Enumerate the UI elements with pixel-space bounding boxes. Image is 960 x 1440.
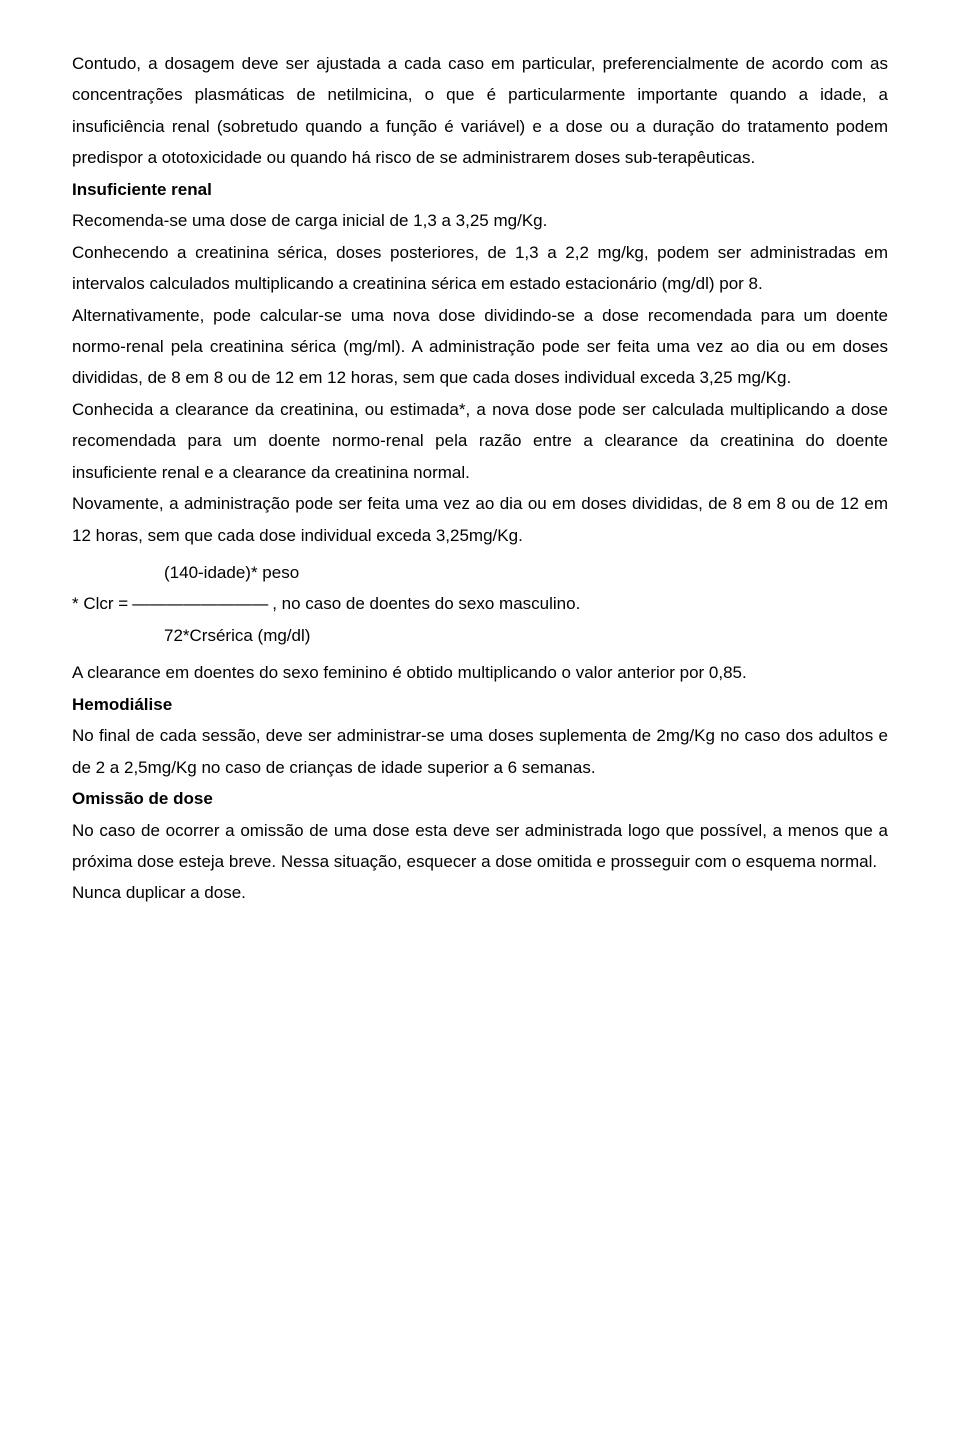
heading-omissao-dose: Omissão de dose	[72, 783, 888, 814]
paragraph-creatinina-serica: Conhecendo a creatinina sérica, doses po…	[72, 237, 888, 300]
heading-hemodialise: Hemodiálise	[72, 689, 888, 720]
formula-suffix: , no caso de doentes do sexo masculino.	[272, 588, 580, 619]
paragraph-nunca-duplicar: Nunca duplicar a dose.	[72, 877, 888, 908]
formula-denominator: 72*Crsérica (mg/dl)	[72, 620, 888, 651]
paragraph-dose-carga: Recomenda-se uma dose de carga inicial d…	[72, 205, 888, 236]
formula-divider: ————————	[132, 588, 268, 619]
heading-insuficiente-renal: Insuficiente renal	[72, 174, 888, 205]
formula-clcr: (140-idade)* peso * Clcr = ———————— , no…	[72, 557, 888, 651]
paragraph-administracao: Novamente, a administração pode ser feit…	[72, 488, 888, 551]
formula-middle-line: * Clcr = ———————— , no caso de doentes d…	[72, 588, 888, 619]
paragraph-hemodialise: No final de cada sessão, deve ser admini…	[72, 720, 888, 783]
paragraph-clearance-feminino: A clearance em doentes do sexo feminino …	[72, 657, 888, 688]
document-body: Contudo, a dosagem deve ser ajustada a c…	[72, 48, 888, 909]
paragraph-omissao: No caso de ocorrer a omissão de uma dose…	[72, 815, 888, 878]
formula-prefix: * Clcr =	[72, 588, 128, 619]
paragraph-intro: Contudo, a dosagem deve ser ajustada a c…	[72, 48, 888, 174]
paragraph-clearance-creatinina: Conhecida a clearance da creatinina, ou …	[72, 394, 888, 488]
formula-numerator: (140-idade)* peso	[72, 557, 888, 588]
paragraph-alternativa-dose: Alternativamente, pode calcular-se uma n…	[72, 300, 888, 394]
